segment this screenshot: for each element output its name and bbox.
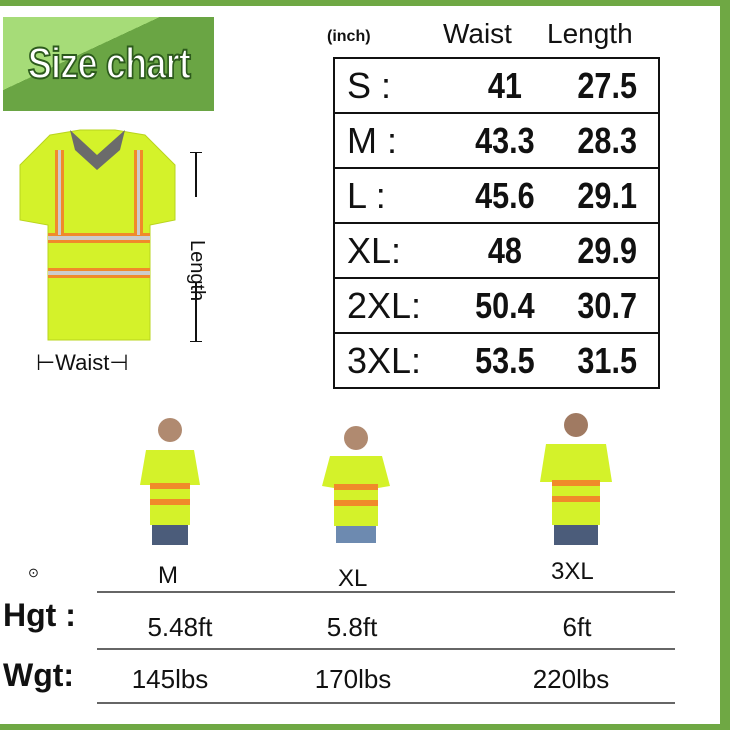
size-label: S : bbox=[334, 57, 454, 113]
size-row: M :43.3 28.3 bbox=[334, 112, 659, 168]
column-header-waist: Waist bbox=[443, 18, 512, 49]
model-weight: 220lbs bbox=[532, 664, 610, 694]
waist-value: 50.4 bbox=[461, 277, 549, 333]
length-value: 31.5 bbox=[563, 332, 652, 388]
length-value: 29.9 bbox=[563, 222, 652, 278]
column-header-length: Length bbox=[547, 18, 633, 49]
model-height: 5.8ft bbox=[326, 612, 378, 642]
waist-label: Waist bbox=[55, 350, 110, 375]
length-value: 29.1 bbox=[563, 167, 652, 223]
length-value: 30.7 bbox=[563, 277, 652, 333]
chevron-down-icon: ⊙ bbox=[28, 565, 39, 580]
weight-label: Wgt: bbox=[3, 657, 75, 693]
model-size: 3XL bbox=[551, 558, 594, 585]
size-row: S :41 27.5 bbox=[334, 57, 659, 113]
waist-value: 45.6 bbox=[461, 167, 549, 223]
waist-value: 43.3 bbox=[461, 112, 549, 168]
height-label: Hgt : bbox=[3, 597, 76, 633]
size-row: XL: 48 29.9 bbox=[334, 222, 659, 278]
size-label: 2XL: bbox=[334, 277, 454, 333]
size-chart-banner: Size chart bbox=[3, 17, 214, 111]
size-row: 3XL: 53.5 31.5 bbox=[334, 332, 659, 388]
model-height: 6ft bbox=[562, 612, 592, 642]
waist-value: 41 bbox=[461, 57, 549, 113]
size-row: L :45.6 29.1 bbox=[334, 167, 659, 223]
size-row: 2XL: 50.4 30.7 bbox=[334, 277, 659, 333]
length-value: 28.3 bbox=[563, 112, 652, 168]
length-value: 27.5 bbox=[563, 57, 652, 113]
model-weight: 170lbs bbox=[314, 664, 392, 694]
size-label: 3XL: bbox=[334, 332, 454, 388]
size-table: S :41 27.5 M :43.3 28.3 L :45.6 29.1 XL: 48 29.9… bbox=[333, 57, 660, 389]
frame-border bbox=[0, 0, 730, 6]
divider bbox=[97, 648, 675, 650]
model-photo-xl bbox=[322, 426, 390, 543]
banner-title: Size chart bbox=[27, 38, 192, 89]
divider bbox=[97, 702, 675, 704]
waist-dimension: ⊢Waist⊣ bbox=[36, 350, 129, 375]
model-height: 5.48ft bbox=[147, 612, 213, 642]
model-weight: 145lbs bbox=[131, 664, 209, 694]
unit-label: (inch) bbox=[327, 28, 371, 45]
length-dimension-line bbox=[190, 152, 202, 342]
model-size: XL bbox=[338, 565, 368, 592]
model-photo-3xl bbox=[540, 413, 612, 545]
size-label: M : bbox=[334, 112, 454, 168]
polo-shirt-illustration bbox=[19, 129, 176, 341]
size-label: L : bbox=[334, 167, 454, 223]
model-size: M bbox=[158, 562, 178, 589]
model-photo-m bbox=[140, 418, 200, 545]
waist-value: 48 bbox=[461, 222, 549, 278]
size-label: XL: bbox=[334, 222, 454, 278]
frame-border bbox=[720, 0, 730, 730]
divider bbox=[97, 591, 675, 593]
frame-border bbox=[0, 724, 730, 730]
waist-value: 53.5 bbox=[461, 332, 549, 388]
length-label: Length bbox=[186, 240, 208, 302]
